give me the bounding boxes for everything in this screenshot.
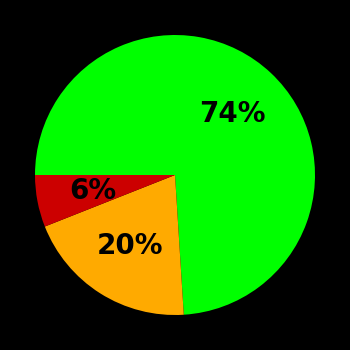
Wedge shape [35,35,315,315]
Wedge shape [45,175,184,315]
Wedge shape [35,175,175,226]
Text: 6%: 6% [69,177,116,205]
Text: 74%: 74% [199,100,266,128]
Text: 20%: 20% [97,232,163,260]
